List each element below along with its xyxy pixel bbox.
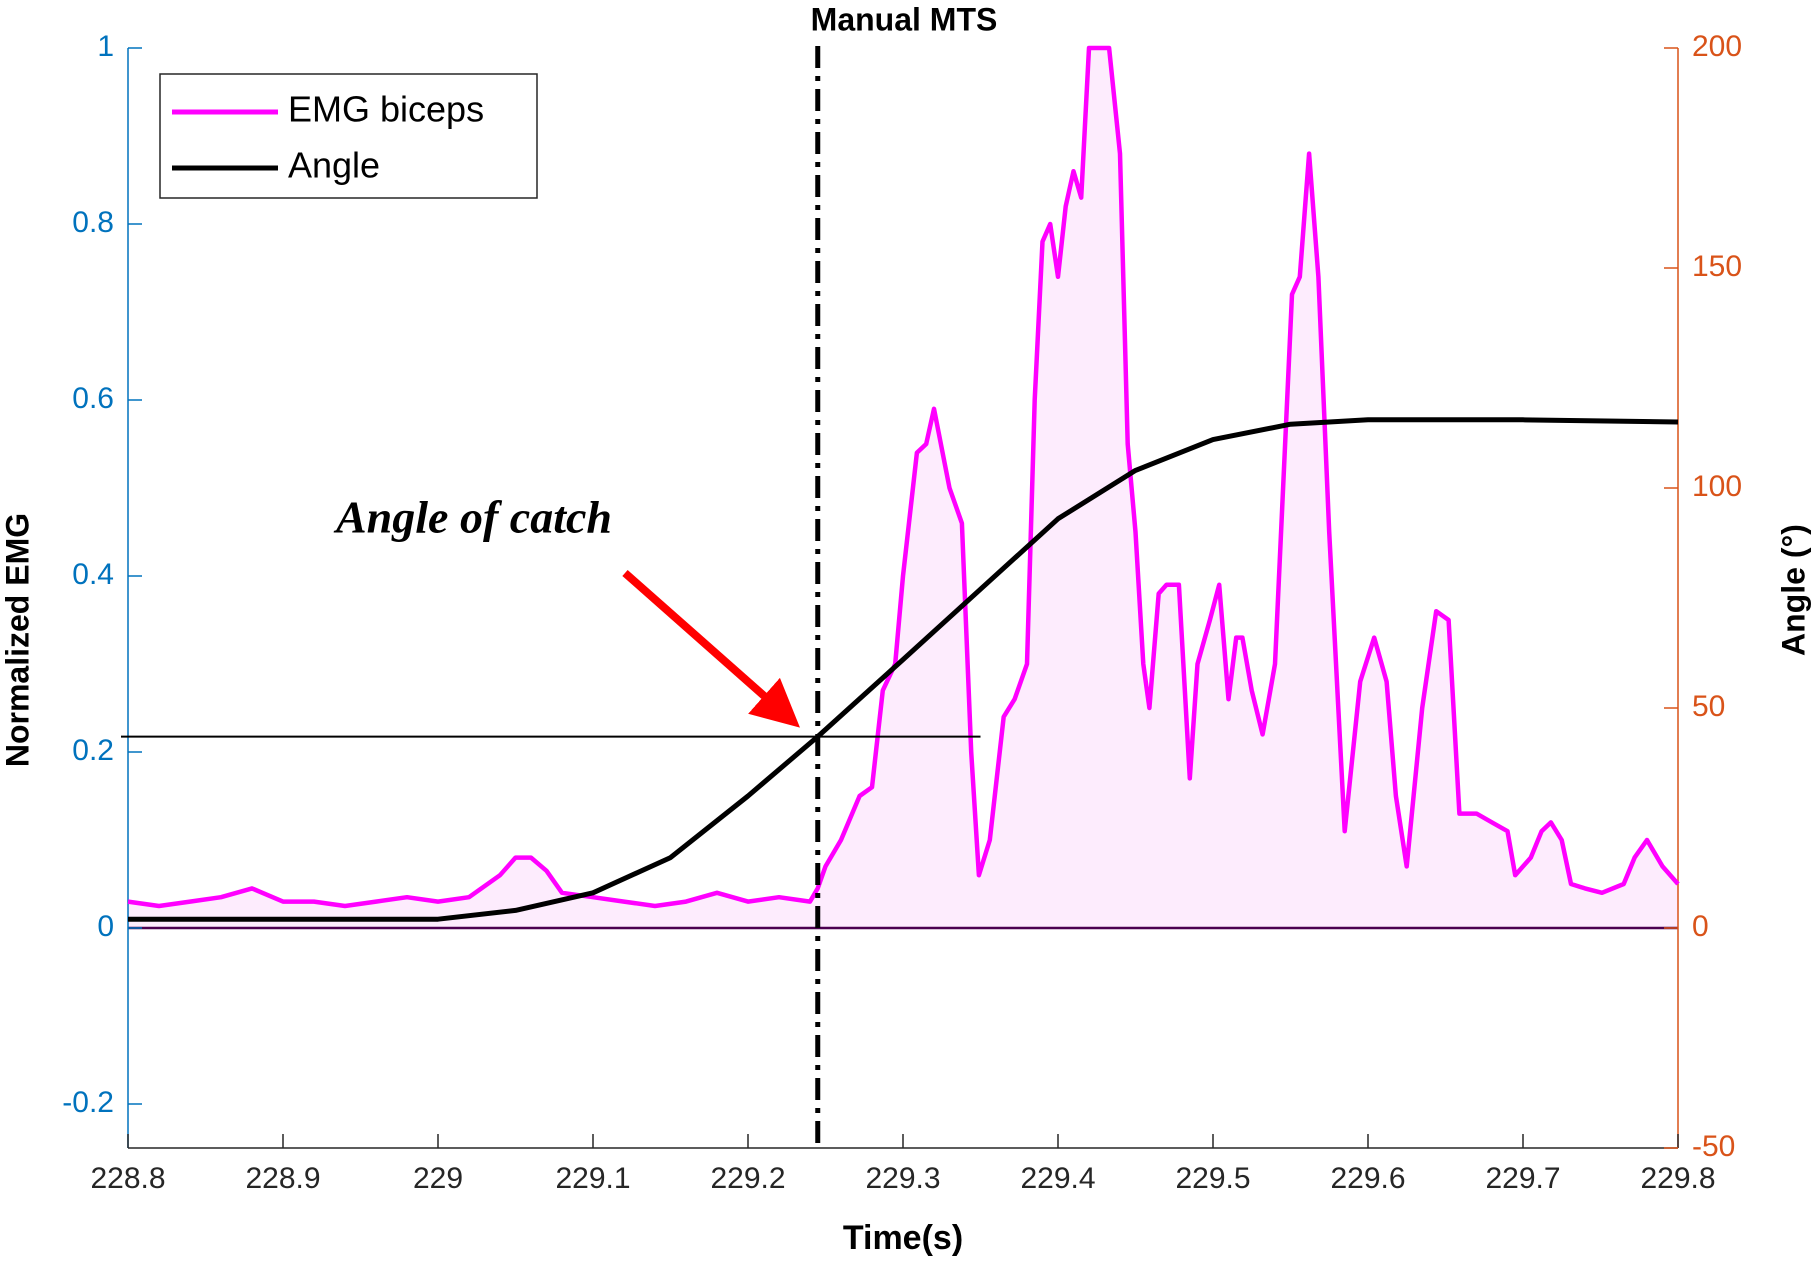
y-axis-label: Normalized EMG [0,513,35,767]
legend: EMG biceps Angle [159,73,538,199]
x-tick-label: 229.4 [1020,1162,1095,1195]
x-tick-label: 229.3 [865,1162,940,1195]
chart-title: Manual MTS [811,1,998,37]
x-tick-label: 228.8 [90,1162,165,1195]
x-tick-label: 229.8 [1640,1162,1715,1195]
arrow [622,570,800,728]
x-axis-label: Time(s) [843,1219,963,1257]
y2-tick-label: 200 [1692,30,1742,63]
y-tick-label: -0.2 [62,1086,114,1119]
y-tick-label: 0.8 [72,206,114,239]
y-tick-label: 0.6 [72,382,114,415]
y2-tick-label: 0 [1692,910,1709,943]
x-tick-label: 229.7 [1485,1162,1560,1195]
line [128,417,1679,922]
y2-tick-label: 50 [1692,690,1725,723]
x-tick-label: 229.1 [555,1162,630,1195]
legend-label: Angle [288,145,380,186]
y-tick-label: 0.4 [72,558,114,591]
y-tick-label: 1 [97,30,114,63]
x-tick-label: 229 [413,1162,463,1195]
legend-box [159,73,538,199]
y2-tick-label: -50 [1692,1130,1735,1163]
y2-tick-label: 150 [1692,250,1742,283]
x-tick-label: 229.5 [1175,1162,1250,1195]
y2-axis-label: Angle (°) [1775,524,1811,656]
y-tick-label: 0.2 [72,734,114,767]
x-tick-label: 229.2 [710,1162,785,1195]
area [128,48,1678,928]
x-tick-label: 228.9 [245,1162,320,1195]
annotation-text: Angle of catch [333,492,612,543]
legend-label: EMG biceps [288,89,484,130]
x-tick-label: 229.6 [1330,1162,1405,1195]
y-tick-label: 0 [97,910,114,943]
y2-tick-label: 100 [1692,470,1742,503]
